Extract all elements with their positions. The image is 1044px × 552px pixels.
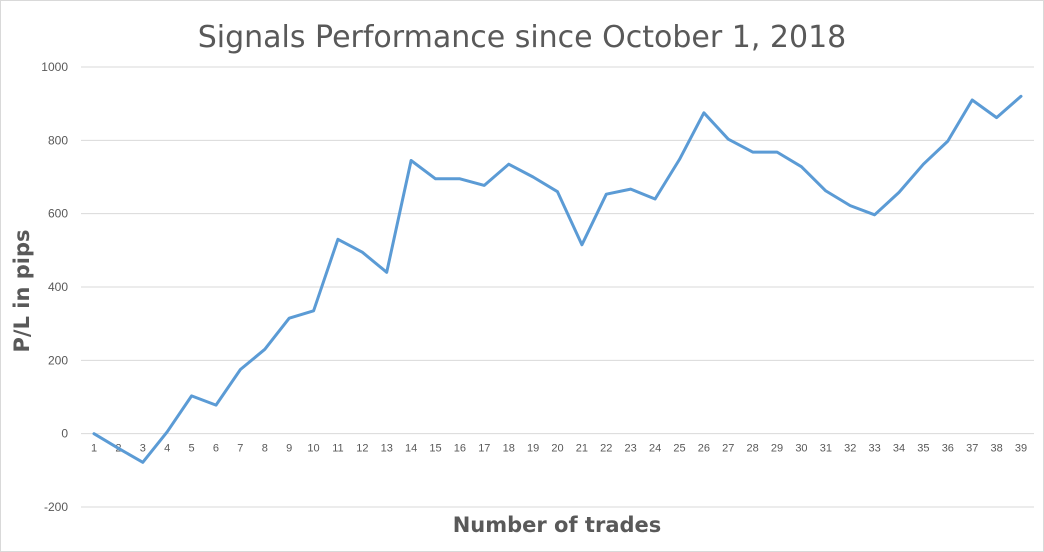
x-tick-label: 20 <box>551 443 563 455</box>
x-tick-label: 35 <box>917 443 929 455</box>
y-tick-label: -200 <box>44 500 68 514</box>
x-tick-label: 16 <box>454 443 466 455</box>
x-tick-label: 8 <box>262 443 268 455</box>
x-tick-label: 7 <box>237 443 243 455</box>
x-tick-label: 17 <box>478 443 490 455</box>
x-tick-label: 34 <box>893 443 905 455</box>
x-tick-label: 10 <box>307 443 319 455</box>
y-tick-label: 400 <box>48 280 68 294</box>
x-tick-label: 26 <box>698 443 710 455</box>
y-tick-label: 800 <box>48 133 68 147</box>
x-tick-label: 5 <box>189 443 195 455</box>
x-tick-label: 22 <box>600 443 612 455</box>
x-tick-label: 18 <box>503 443 515 455</box>
x-tick-label: 4 <box>164 443 170 455</box>
x-tick-label: 30 <box>795 443 807 455</box>
x-tick-label: 38 <box>990 443 1002 455</box>
x-axis-ticks: 1 2 3 4 5 6 7 8 9 10 11 12 13 14 15 16 17 18 19 20 21 22 23 24 2… <box>91 443 1027 455</box>
y-tick-label: 0 <box>61 427 68 441</box>
x-tick-label: 14 <box>405 443 417 455</box>
x-tick-label: 1 <box>91 443 97 455</box>
x-tick-label: 21 <box>576 443 588 455</box>
series-layer <box>92 94 1023 464</box>
x-tick-label: 19 <box>527 443 539 455</box>
x-tick-label: 23 <box>625 443 637 455</box>
x-tick-label: 33 <box>869 443 881 455</box>
x-tick-label: 12 <box>356 443 368 455</box>
x-tick-label: 37 <box>966 443 978 455</box>
y-axis-ticks: -200 0 200 400 600 800 1000 <box>41 60 68 514</box>
x-tick-label: 25 <box>673 443 685 455</box>
x-tick-label: 27 <box>722 443 734 455</box>
y-tick-label: 1000 <box>41 60 68 74</box>
x-tick-label: 15 <box>429 443 441 455</box>
y-tick-label: 200 <box>48 353 68 367</box>
x-tick-label: 11 <box>332 443 343 455</box>
x-axis-title: Number of trades <box>453 513 662 537</box>
x-tick-label: 9 <box>286 443 292 455</box>
y-tick-label: 600 <box>48 207 68 221</box>
x-tick-label: 6 <box>213 443 219 455</box>
x-tick-label: 28 <box>747 443 759 455</box>
series-line <box>92 94 1023 464</box>
x-tick-label: 36 <box>942 443 954 455</box>
x-tick-label: 13 <box>381 443 393 455</box>
x-tick-label: 39 <box>1015 443 1027 455</box>
chart-title: Signals Performance since October 1, 201… <box>198 20 847 55</box>
x-tick-label: 3 <box>140 443 146 455</box>
x-tick-label: 32 <box>844 443 856 455</box>
y-axis-title: P/L in pips <box>10 230 34 353</box>
x-tick-label: 31 <box>820 443 832 455</box>
x-tick-label: 24 <box>649 443 661 455</box>
x-tick-label: 29 <box>771 443 783 455</box>
gridlines <box>81 66 1034 508</box>
